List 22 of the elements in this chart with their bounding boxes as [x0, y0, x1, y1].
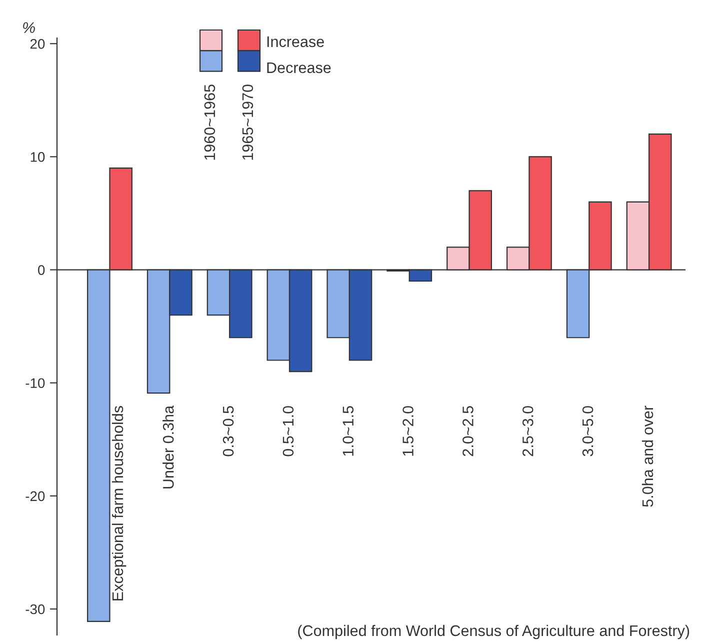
annotation: Increase [267, 36, 324, 48]
legend-label: 1960~1965 [204, 84, 216, 160]
x-tick-label: 2.0~2.5 [462, 406, 474, 456]
y-tick-label: 0 [38, 265, 45, 275]
x-tick-label: 2.5~3.0 [522, 406, 534, 456]
y-tick-label: 10 [30, 152, 45, 162]
x-tick-label: 5.0ha and over [642, 406, 654, 507]
y-tick-label: -10 [26, 378, 45, 388]
y-tick-label: -20 [26, 491, 45, 502]
x-tick-label: 1.5~2.0 [402, 406, 414, 456]
y-tick-label: 20 [30, 38, 45, 49]
x-tick-label: 3.0~5.0 [582, 406, 594, 456]
legend-label: 1965~1970 [242, 84, 254, 160]
y-axis-title: % [23, 22, 35, 33]
x-tick-label: Under 0.3ha [162, 405, 174, 488]
x-tick-label: 0.5~1.0 [282, 406, 294, 456]
annotation: (Compiled from World Census of Agriculture and Forestry) [298, 624, 690, 640]
x-tick-label: Exceptional farm households [112, 406, 126, 600]
annotation: Decrease [267, 62, 331, 74]
x-tick-label: 0.3~0.5 [222, 406, 234, 456]
y-tick-label: -30 [26, 604, 45, 614]
x-tick-label: 1.0~1.5 [342, 406, 354, 456]
